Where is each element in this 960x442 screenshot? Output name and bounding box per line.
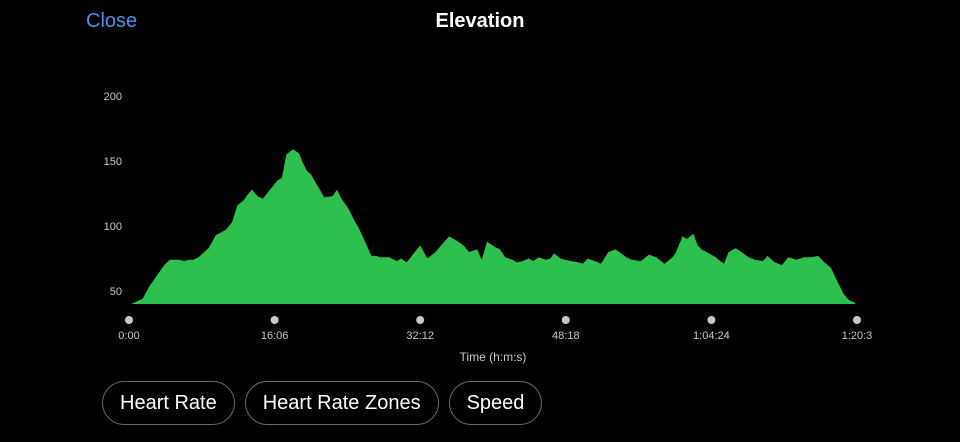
y-tick-label: 150 <box>104 156 122 168</box>
y-tick-label: 50 <box>110 286 122 298</box>
x-tick-label: 32:12 <box>406 330 434 342</box>
tab-heart-rate-zones[interactable]: Heart Rate Zones <box>244 381 439 425</box>
x-axis-title: Time (h:m:s) <box>460 350 527 364</box>
x-axis: 0:00 16:06 32:12 48:18 1:04:24 1:20:3 <box>118 316 872 342</box>
close-button[interactable]: Close <box>86 10 138 32</box>
y-tick-label: 100 <box>104 221 122 233</box>
x-tick-dot <box>853 316 861 324</box>
elevation-area <box>130 149 856 304</box>
y-tick-label: 200 <box>104 91 122 103</box>
x-tick-dot <box>416 316 425 324</box>
x-tick-label: 48:18 <box>552 330 580 342</box>
x-tick-label: 1:20:3 <box>842 330 873 342</box>
x-tick-dot <box>270 316 279 324</box>
x-tick-dot <box>561 316 570 324</box>
x-tick-label: 16:06 <box>261 330 289 342</box>
x-tick-label: 1:04:24 <box>693 330 730 342</box>
metric-tabs: Heart Rate Heart Rate Zones Speed <box>102 381 543 425</box>
tab-speed[interactable]: Speed <box>448 381 543 425</box>
tab-heart-rate[interactable]: Heart Rate <box>102 381 235 425</box>
y-axis: 50 100 150 200 <box>104 91 122 298</box>
x-tick-dot <box>707 316 716 324</box>
x-tick-label: 0:00 <box>118 330 139 342</box>
elevation-chart: 50 100 150 200 0:00 16:06 32:12 48:18 1:04:24 1:… <box>104 91 873 364</box>
x-tick-dot <box>125 316 133 324</box>
page-title: Elevation <box>435 10 525 32</box>
